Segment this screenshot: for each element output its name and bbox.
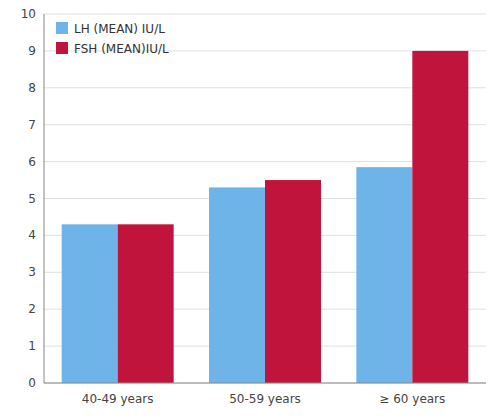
bar — [412, 51, 468, 383]
y-axis — [44, 14, 45, 383]
y-tick-label: 0 — [28, 376, 36, 390]
y-tick-label: 10 — [21, 7, 36, 21]
y-tick-label: 7 — [28, 118, 36, 132]
bar — [118, 224, 174, 383]
grid-line — [44, 383, 486, 384]
legend-label: LH (MEAN) IU/L — [74, 22, 165, 36]
x-axis — [44, 383, 486, 384]
y-tick-label: 3 — [28, 265, 36, 279]
y-tick-label: 5 — [28, 192, 36, 206]
bars — [62, 51, 469, 383]
bar — [265, 180, 321, 383]
y-tick-label: 8 — [28, 81, 36, 95]
bar — [209, 187, 265, 383]
legend-item: FSH (MEAN)IU/L — [56, 42, 169, 56]
grid — [44, 14, 486, 383]
y-tick-label: 2 — [28, 302, 36, 316]
chart: 0 1 2 3 4 5 6 7 8 9 10 40-49 years 50-59 years ≥ 60 y… — [0, 0, 500, 419]
legend-swatch — [56, 22, 68, 34]
y-tick-label: 6 — [28, 155, 36, 169]
x-tick-label: 50-59 years — [229, 392, 301, 406]
y-tick-label: 1 — [28, 339, 36, 353]
bar — [356, 167, 412, 383]
x-tick-label: ≥ 60 years — [379, 392, 445, 406]
y-tick-label: 9 — [28, 44, 36, 58]
legend: LH (MEAN) IU/L FSH (MEAN)IU/L — [56, 22, 169, 56]
y-tick-label: 4 — [28, 228, 36, 242]
legend-swatch — [56, 42, 68, 54]
legend-label: FSH (MEAN)IU/L — [74, 42, 169, 56]
bar — [62, 224, 118, 383]
grid-line — [44, 14, 486, 15]
legend-item: LH (MEAN) IU/L — [56, 22, 165, 36]
x-tick-label: 40-49 years — [82, 392, 154, 406]
